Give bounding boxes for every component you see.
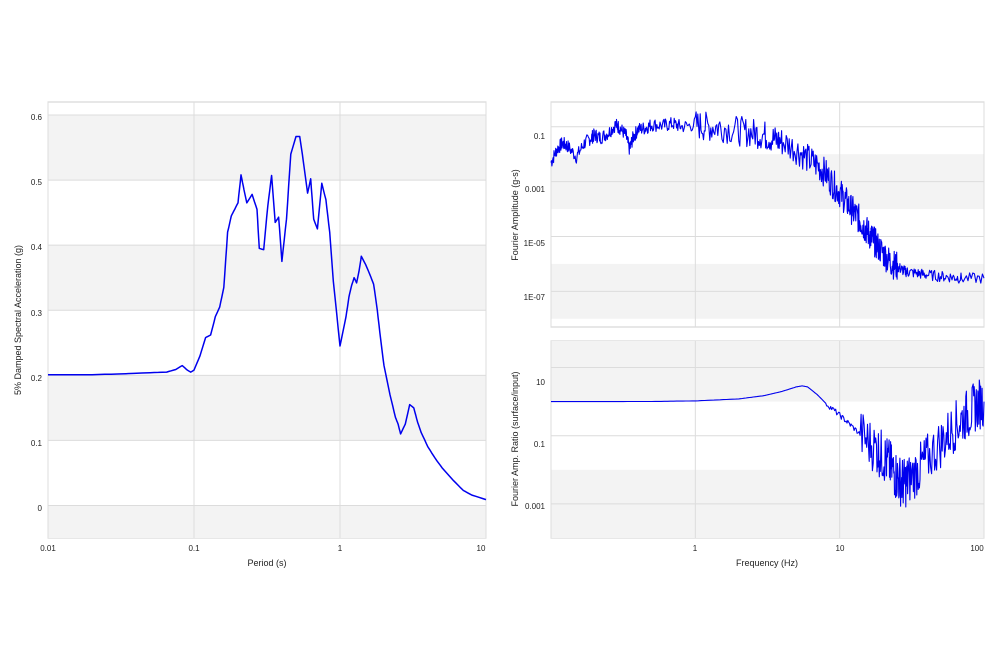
spectral-y-tick: 0.3 [31, 309, 43, 318]
spectral-y-tick: 0.6 [31, 113, 43, 122]
spectral-y-tick: 0.5 [31, 178, 43, 187]
plot-band [48, 245, 486, 311]
plot-band [551, 181, 984, 210]
fourier-amplitude-y-axis-label: Fourier Amplitude (g-s) [510, 169, 520, 261]
plot-band [551, 367, 984, 402]
spectral-x-tick: 0.1 [188, 544, 200, 553]
spectral-x-tick: 1 [338, 544, 343, 553]
spectral-x-axis-label: Period (s) [247, 558, 286, 568]
fourier-amplitude-y-tick: 0.001 [525, 185, 546, 194]
fourier-ratio-x-axis-label: Frequency (Hz) [736, 558, 798, 568]
spectral-y-tick: 0.2 [31, 374, 43, 383]
fourier-ratio-x-tick: 10 [836, 544, 845, 553]
spectral-y-axis-label: 5% Damped Spectral Acceleration (g) [13, 245, 23, 395]
fourier-ratio-y-axis-label: Fourier Amp. Ratio (surface/input) [510, 371, 520, 506]
plot-band [551, 291, 984, 319]
fourier-amplitude-y-tick: 1E-05 [524, 239, 546, 248]
fourier-amplitude-y-tick: 0.1 [534, 132, 546, 141]
plot-band [551, 154, 984, 182]
fourier-ratio-chart: 1 10 100 0.001 0.1 10 Frequency (Hz) Fou… [510, 340, 985, 568]
spectral-x-tick: 0.01 [40, 544, 56, 553]
fourier-ratio-x-tick: 100 [970, 544, 984, 553]
plot-band [48, 115, 486, 181]
spectral-y-tick: 0.4 [31, 243, 43, 252]
fourier-ratio-y-tick: 10 [536, 378, 545, 387]
plot-band [551, 263, 984, 292]
spectral-y-tick: 0 [38, 504, 43, 513]
plot-band [48, 505, 486, 538]
fourier-amplitude-y-tick: 1E-07 [524, 293, 546, 302]
fourier-amplitude-series-line [550, 111, 985, 284]
spectral-chart: 0.01 0.1 1 10 0 0.1 0.2 0.3 0.4 0.5 0.6 … [13, 101, 487, 568]
fourier-ratio-x-tick: 1 [693, 544, 698, 553]
spectral-y-tick: 0.1 [31, 439, 43, 448]
plot-band [551, 503, 984, 538]
plot-band [551, 341, 984, 368]
spectral-series-line [48, 135, 487, 501]
spectral-x-tick: 10 [477, 544, 486, 553]
fourier-ratio-y-tick: 0.1 [534, 440, 546, 449]
fourier-ratio-series-line [551, 379, 985, 508]
fourier-amplitude-chart: 1E-07 1E-05 0.001 0.1 Fourier Amplitude … [510, 101, 985, 328]
fourier-ratio-y-tick: 0.001 [525, 502, 546, 511]
